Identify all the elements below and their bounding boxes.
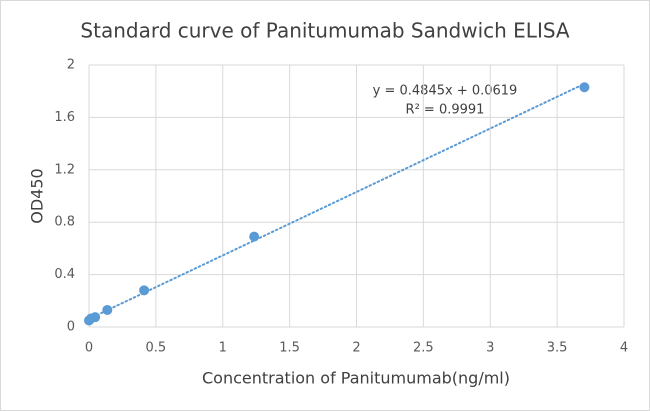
trendline-r-squared: R² = 0.9991: [406, 103, 485, 118]
x-tick-label: 0: [85, 341, 93, 356]
x-tick-label: 3.5: [547, 341, 568, 356]
x-tick-label: 3: [486, 341, 494, 356]
x-tick-label: 2.5: [413, 341, 434, 356]
data-point: [249, 231, 260, 242]
y-tick-label: 0.8: [54, 215, 75, 230]
x-tick-label: 2: [352, 341, 360, 356]
y-tick-label: 1.2: [54, 162, 75, 177]
trendline: [88, 82, 586, 320]
chart-title: Standard curve of Panitumumab Sandwich E…: [80, 19, 569, 43]
trendline-equation: y = 0.4845x + 0.0619: [373, 84, 518, 99]
data-point: [102, 304, 113, 315]
y-tick-label: 1.6: [54, 110, 75, 125]
y-tick-label: 0: [67, 320, 75, 335]
data-point: [139, 285, 150, 296]
y-tick-label: 0.4: [54, 267, 75, 282]
y-tick-label: 2: [67, 58, 75, 73]
data-point: [90, 312, 101, 323]
x-tick-label: 1: [219, 341, 227, 356]
data-point: [579, 82, 590, 93]
x-tick-label: 0.5: [146, 341, 167, 356]
x-tick-label: 1.5: [279, 341, 300, 356]
y-axis-label: OD450: [28, 168, 47, 223]
x-axis-label: Concentration of Panitumumab(ng/ml): [202, 369, 510, 388]
x-tick-label: 4: [620, 341, 628, 356]
